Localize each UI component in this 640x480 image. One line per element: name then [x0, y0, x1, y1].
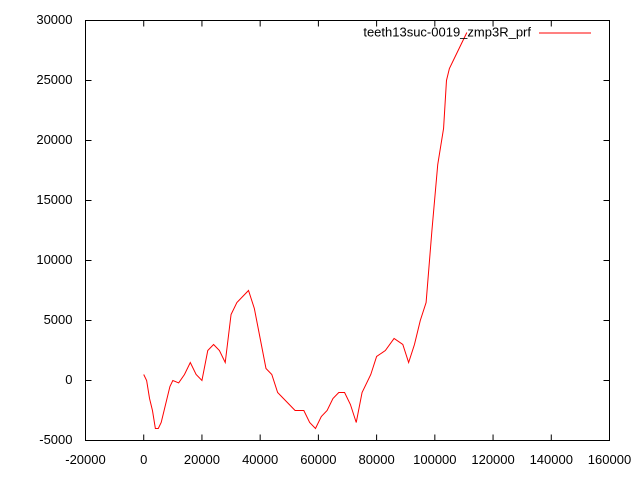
legend-label: teeth13suc-0019_zmp3R_prf	[363, 24, 531, 39]
x-tick-label: 100000	[413, 452, 456, 467]
x-tick-label: 140000	[530, 452, 573, 467]
x-tick-label: 80000	[359, 452, 395, 467]
x-tick-label: 0	[140, 452, 147, 467]
x-tick-label: 40000	[242, 452, 278, 467]
x-tick-label: 60000	[300, 452, 336, 467]
data-line	[143, 32, 468, 430]
x-tick-label: 20000	[184, 452, 220, 467]
y-tick-label: 10000	[36, 252, 72, 267]
x-tick-label: 120000	[471, 452, 514, 467]
y-tick-label: 20000	[36, 132, 72, 147]
plot-frame	[85, 20, 610, 441]
y-tick-label: -5000	[39, 432, 72, 447]
y-tick-label: 15000	[36, 192, 72, 207]
x-tick-label: -20000	[65, 452, 105, 467]
x-tick-label: 160000	[588, 452, 631, 467]
y-tick-label: 30000	[36, 12, 72, 27]
y-tick-label: 25000	[36, 72, 72, 87]
y-tick-label: 0	[65, 372, 72, 387]
y-tick-label: 5000	[44, 312, 73, 327]
